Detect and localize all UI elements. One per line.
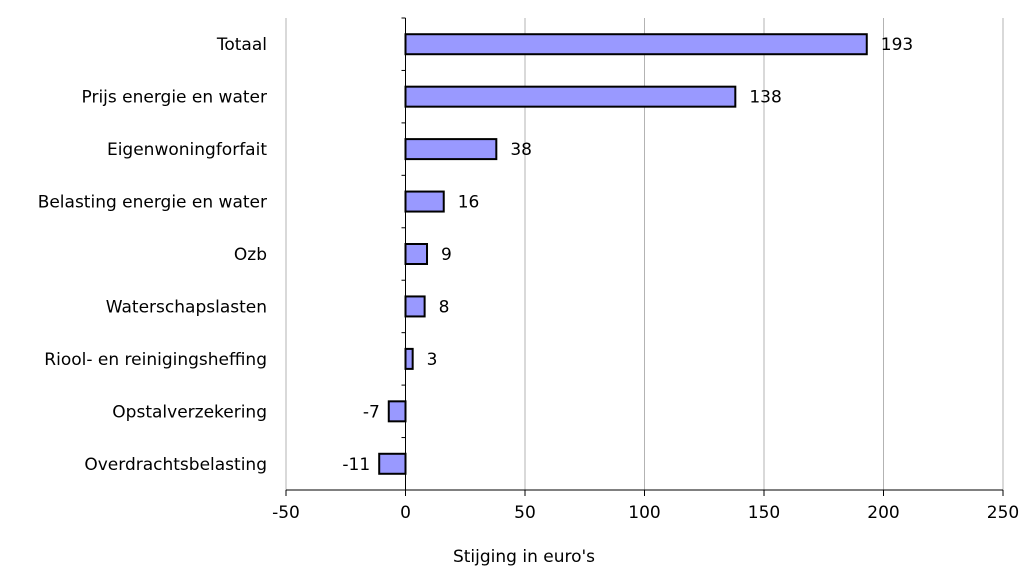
x-tick-label: 50 (514, 503, 536, 523)
category-label: Overdrachtsbelasting (84, 455, 267, 475)
data-label: 16 (458, 193, 480, 213)
x-tick-label: 0 (400, 503, 411, 523)
x-axis-title: Stijging in euro's (453, 547, 595, 567)
bar (406, 192, 444, 212)
bar (406, 139, 497, 159)
data-label: 193 (881, 35, 913, 55)
data-label: 9 (441, 245, 452, 265)
bar (406, 244, 428, 264)
category-label: Riool- en reinigingsheffing (44, 350, 267, 370)
category-label: Eigenwoningforfait (107, 140, 267, 160)
data-label: 8 (439, 297, 450, 317)
data-label: 138 (749, 88, 781, 108)
x-tick-label: 200 (867, 503, 899, 523)
bar (379, 454, 405, 474)
category-label: Opstalverzekering (112, 402, 267, 422)
data-label: 38 (510, 140, 532, 160)
category-label: Waterschapslasten (106, 297, 267, 317)
category-label: Totaal (216, 35, 267, 55)
x-tick-label: 250 (987, 503, 1019, 523)
bar (389, 401, 406, 421)
bars (379, 34, 867, 474)
data-label: -11 (342, 455, 370, 475)
bar (406, 296, 425, 316)
category-label: Belasting energie en water (38, 193, 267, 213)
x-tick-label: 150 (748, 503, 780, 523)
category-label: Prijs energie en water (82, 88, 267, 108)
data-label: 3 (427, 350, 438, 370)
bar (406, 87, 736, 107)
x-tick-label: -50 (272, 503, 300, 523)
bar (406, 349, 413, 369)
bar (406, 34, 867, 54)
labels: -50 0 50 100 150 200 250 Totaal 193 Prijs energie… (38, 35, 1020, 523)
data-label: -7 (363, 402, 380, 422)
category-label: Ozb (234, 245, 267, 265)
x-tick-label: 100 (628, 503, 660, 523)
